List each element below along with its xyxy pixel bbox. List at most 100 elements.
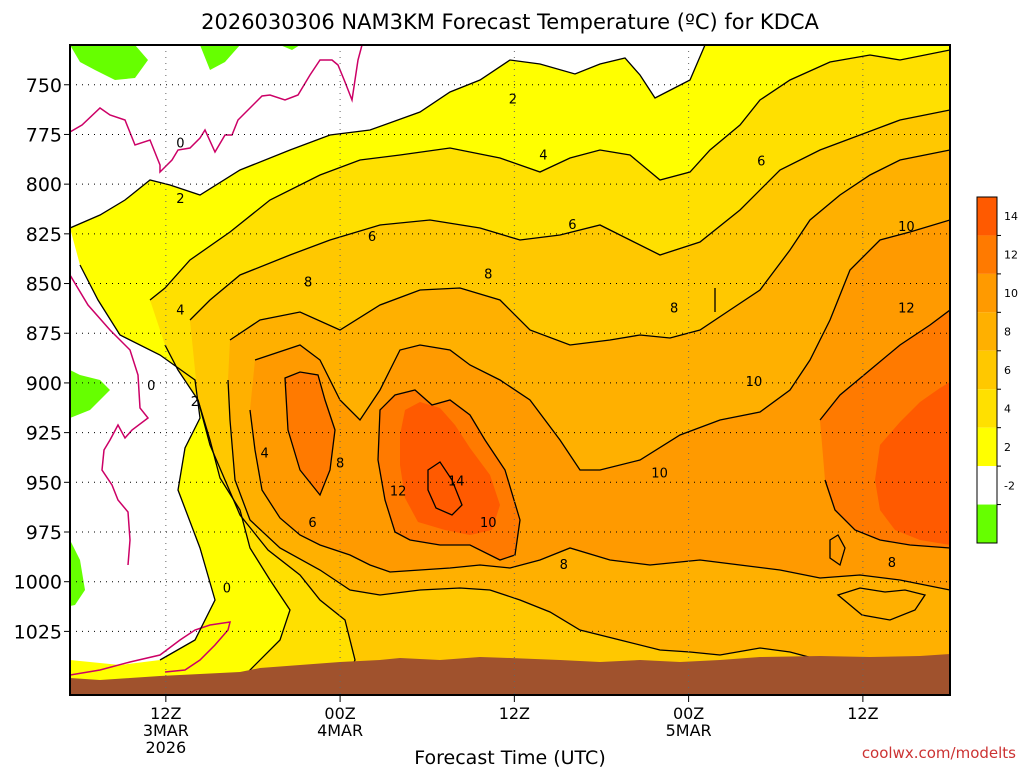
contour-label: 6	[757, 154, 765, 169]
contour-label: 2	[176, 192, 184, 207]
contour-label: 8	[336, 456, 344, 471]
x-axis-label: Forecast Time (UTC)	[414, 747, 605, 768]
contour-2-upper	[70, 45, 706, 229]
y-tick-label: 925	[26, 423, 62, 445]
field-below-minus2-c	[280, 45, 300, 50]
contour-12-pocket	[829, 534, 846, 567]
contour-label: 10	[651, 466, 668, 481]
x-tick-label: 12Z	[499, 704, 530, 723]
colorbar-label: 14	[1004, 210, 1018, 223]
contour-label: 6	[308, 516, 316, 531]
contour-10	[254, 219, 950, 471]
contour-label: 8	[888, 556, 896, 571]
colorbar-label: 8	[1004, 326, 1011, 339]
field-below-minus2-d	[70, 370, 110, 418]
contour-4	[149, 49, 950, 301]
contour-8-pocket	[836, 587, 927, 621]
credit-label: coolwx.com/modelts	[862, 744, 1016, 762]
chart-title: 2026030306 NAM3KM Forecast Temperature (…	[201, 10, 819, 34]
contour-12-a	[284, 371, 336, 497]
freezing-isotherm-upper	[70, 45, 363, 174]
contour-label: 12	[390, 484, 407, 499]
x-tick-label: 2026	[145, 738, 186, 757]
contour-label: 2	[509, 93, 517, 108]
contour-label: 8	[304, 276, 312, 291]
terrain	[70, 654, 950, 695]
colorbar-label: 12	[1004, 249, 1018, 262]
contour-label: 0	[147, 379, 155, 394]
grid-lines	[70, 45, 950, 695]
plot-frame	[69, 44, 951, 696]
contour-2-lower	[79, 264, 216, 661]
contour-label: 10	[746, 375, 763, 390]
colorbar-label: 10	[1004, 287, 1018, 300]
field-band-14-16	[400, 382, 950, 545]
contour-label: 8	[670, 301, 678, 316]
x-tick-label: 5MAR	[666, 721, 712, 740]
y-tick-label: 775	[26, 124, 62, 146]
field-below-minus2-e	[70, 540, 85, 606]
colorbar-swatch	[977, 312, 997, 351]
contour-label: 6	[568, 218, 576, 233]
colorbar-swatch	[977, 235, 997, 274]
colorbar-swatch	[977, 427, 997, 467]
contour-label: 0	[223, 582, 231, 597]
contour-label: 2	[191, 395, 199, 410]
colorbar-label: -2	[1004, 479, 1015, 492]
isotherm-contours	[70, 45, 950, 695]
colorbar-frame	[976, 196, 998, 544]
contour-label: 6	[368, 230, 376, 245]
y-tick-label: 750	[26, 75, 62, 97]
contour-8-lower	[227, 379, 881, 691]
contour-label: 0	[176, 136, 184, 151]
colorbar-label: 6	[1004, 364, 1011, 377]
x-tick-label: 3MAR	[143, 721, 189, 740]
y-tick-label: 800	[26, 174, 62, 196]
contour-labels: 2 0 4 6 2 6 10 6 8 8 8 12 4 10 0 2 4 8 14 10 12 6 10 8 8 0	[147, 93, 915, 597]
contour-label: 8	[484, 268, 492, 283]
y-tick-label: 975	[26, 522, 62, 544]
x-tick-label: 12Z	[847, 704, 878, 723]
y-tick-label: 1000	[14, 572, 62, 594]
field-below-minus2-a	[70, 45, 148, 80]
x-tick-label: 12Z	[150, 704, 181, 723]
contour-12-c	[819, 309, 950, 421]
contour-10-lower	[249, 409, 950, 591]
y-tick-label: 950	[26, 472, 62, 494]
y-tick-label: 850	[26, 274, 62, 296]
colorbar-label: 2	[1004, 441, 1011, 454]
freezing-isotherm-lower	[70, 621, 232, 676]
x-tick-label: 4MAR	[317, 721, 363, 740]
y-tick-label: 825	[26, 224, 62, 246]
contour-12-c-lower	[824, 479, 950, 549]
colorbar-swatch	[977, 350, 997, 390]
contour-label: 4	[260, 446, 268, 461]
contour-label: 12	[898, 301, 915, 316]
x-tick-label: 00Z	[673, 704, 704, 723]
y-tick-label: 875	[26, 323, 62, 345]
colorbar-swatch	[977, 273, 997, 313]
field-below-minus2-b	[200, 45, 240, 70]
contour-label: 10	[480, 516, 497, 531]
colorbar-swatch	[977, 504, 997, 543]
contour-label: 4	[539, 148, 547, 163]
freezing-isotherm-middle	[70, 274, 150, 566]
contour-4-left	[164, 344, 291, 695]
colorbar-swatch	[977, 466, 997, 505]
y-axis: 750 775 800 825 850 875 900 925 950 975 1000 1025	[14, 75, 70, 643]
colorbar: 14 12 10 8 6 4 2 -2	[976, 196, 1018, 544]
colorbar-label: 4	[1004, 402, 1011, 415]
y-tick-label: 1025	[14, 621, 62, 643]
contour-label: 10	[898, 220, 915, 235]
contour-6-left	[197, 399, 356, 695]
y-tick-label: 900	[26, 373, 62, 395]
x-tick-label: 00Z	[324, 704, 355, 723]
plot-area: 2 0 4 6 2 6 10 6 8 8 8 12 4 10 0 2 4 8 14 10 12 6 10 8 8 0	[70, 45, 950, 695]
contour-label: 4	[176, 303, 184, 318]
contour-8	[229, 149, 950, 346]
contour-6	[189, 109, 950, 321]
contour-label: 8	[560, 558, 568, 573]
contour-12-b	[377, 389, 521, 561]
